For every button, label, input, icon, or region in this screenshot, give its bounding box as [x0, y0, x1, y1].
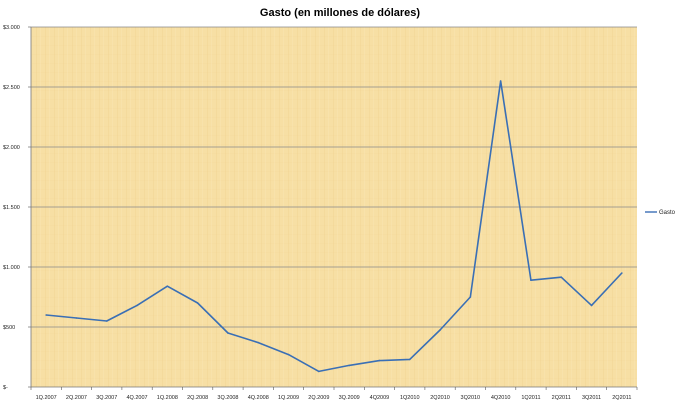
x-tick-label: 1Q.2007 — [36, 395, 57, 401]
data-point — [257, 341, 260, 344]
x-tick-label: 2Q.2007 — [66, 395, 87, 401]
data-point — [105, 320, 108, 322]
x-tick-label: 3Q.2009 — [339, 395, 360, 401]
y-tick-label: $- — [3, 385, 8, 391]
data-point — [287, 353, 290, 356]
x-tick-label: 3Q.2007 — [96, 395, 117, 401]
y-tick-label: $2.500 — [3, 85, 20, 91]
x-tick-label: 3Q.2008 — [217, 395, 238, 401]
series-line-gasto — [46, 80, 623, 373]
gridlines — [31, 26, 637, 328]
chart-title: Gasto (en millones de dólares) — [260, 7, 420, 19]
legend-label-gasto: Gasto — [659, 210, 676, 216]
x-tick-label: 4Q2010 — [491, 395, 511, 401]
y-tick-label: $1.500 — [3, 205, 20, 211]
data-point — [530, 279, 532, 282]
x-tick-label: 1Q2010 — [400, 395, 420, 401]
data-point — [590, 304, 593, 307]
x-tick-label: 1Q.2009 — [278, 395, 299, 401]
legend: Gasto — [645, 210, 676, 216]
x-tick-label: 2Q2010 — [430, 395, 450, 401]
data-point — [196, 302, 199, 304]
data-point — [136, 304, 138, 307]
y-axis: $- $500 $1.000 $1.500 $2.000 $2.500 $3.000 — [3, 25, 32, 391]
data-point — [378, 359, 381, 362]
data-point — [469, 296, 472, 298]
x-tick-label: 2Q2011 — [552, 395, 571, 401]
data-point — [621, 272, 623, 274]
data-point — [499, 80, 502, 82]
x-tick-label: 2Q.2009 — [308, 395, 329, 401]
data-point — [348, 364, 350, 367]
data-point — [227, 332, 229, 334]
data-point — [439, 329, 441, 331]
x-tick-label: 4Q2009 — [370, 395, 390, 401]
data-point — [408, 358, 411, 361]
x-tick-label: 1Q2011 — [521, 395, 540, 401]
x-tick-label: 2Q.2008 — [187, 395, 208, 401]
y-tick-label: $2.000 — [3, 145, 20, 151]
series-layer — [45, 80, 623, 373]
x-tick-label: 3Q2011 — [582, 395, 601, 401]
data-point — [560, 276, 563, 279]
x-tick-label: 3Q2010 — [461, 395, 481, 401]
x-tick-label: 4Q.2007 — [126, 395, 147, 401]
y-tick-label: $1.000 — [3, 265, 20, 271]
x-tick-label: 4Q.2008 — [248, 395, 269, 401]
x-tick-label: 2Q2011 — [612, 395, 631, 401]
data-point — [318, 370, 320, 373]
y-tick-label: $3.000 — [3, 25, 20, 31]
data-point — [75, 317, 78, 319]
x-tick-label: 1Q.2008 — [157, 395, 178, 401]
x-axis: 1Q.2007 2Q.2007 3Q.2007 4Q.2007 1Q.2008 2Q.20… — [30, 386, 638, 401]
data-point — [45, 314, 47, 316]
data-point — [166, 285, 169, 288]
y-tick-label: $500 — [3, 325, 15, 331]
